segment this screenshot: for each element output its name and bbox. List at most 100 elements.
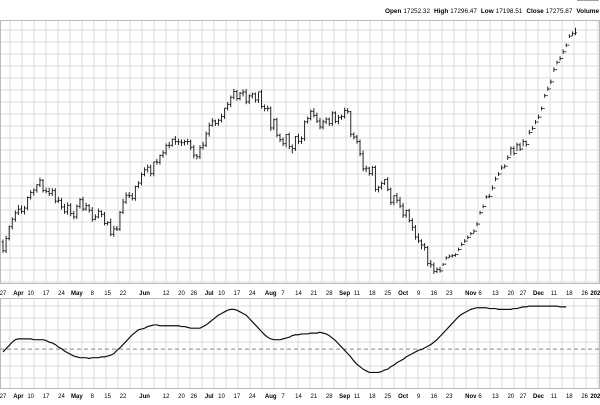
- ohlc-bar: [352, 132, 356, 140]
- x-tick-label: 20: [178, 394, 185, 400]
- ohlc-bar: [530, 126, 534, 133]
- x-tick-label: Sep: [339, 291, 350, 297]
- ohlc-bar: [500, 165, 503, 175]
- ohlc-bar: [420, 239, 423, 250]
- ohlc-bar: [78, 197, 82, 209]
- ohlc-bar: [257, 91, 260, 103]
- ohlc-bar: [340, 114, 343, 120]
- x-tick-label: 10: [27, 291, 34, 297]
- x-tick-label: 27: [520, 394, 527, 400]
- ohlc-header: Open 17252.32 High 17296.47 Low 17198.51 Close…: [385, 8, 599, 15]
- x-tick-label: 23: [446, 291, 453, 297]
- x-tick-label: 13: [492, 394, 499, 400]
- ohlc-bar: [374, 165, 377, 192]
- ohlc-bar: [466, 235, 470, 242]
- ohlc-bar: [66, 202, 70, 215]
- ohlc-bar: [183, 139, 186, 146]
- ohlc-bar: [454, 253, 457, 257]
- ohlc-bar: [41, 178, 45, 193]
- ohlc-bar: [140, 172, 143, 186]
- x-tick-label: Oct: [398, 291, 408, 297]
- ohlc-bar: [395, 192, 399, 204]
- x-tick-label: 10: [27, 394, 34, 400]
- ohlc-bar: [266, 105, 270, 112]
- ohlc-bar: [386, 177, 390, 192]
- x-tick-label: 20: [507, 394, 514, 400]
- ohlc-bar: [475, 222, 479, 232]
- ohlc-bar: [118, 211, 122, 231]
- ohlc-bar: [47, 187, 51, 197]
- ohlc-bar: [318, 117, 322, 130]
- ohlc-bar: [220, 113, 223, 123]
- ohlc-bar: [534, 119, 537, 129]
- ohlc-bar: [410, 218, 414, 231]
- ohlc-bar: [346, 108, 350, 114]
- ohlc-bar: [143, 167, 146, 177]
- ohlc-bar: [90, 207, 94, 222]
- ohlc-label: High: [434, 8, 448, 15]
- x-tick-label: 13: [492, 291, 499, 297]
- ohlc-bar: [192, 144, 196, 159]
- ohlc-bar: [389, 187, 393, 205]
- ohlc-bar: [300, 136, 303, 144]
- ohlc-bar: [72, 211, 76, 220]
- ohlc-bar: [521, 139, 525, 150]
- ohlc-bar: [38, 177, 42, 187]
- ohlc-bar: [435, 267, 439, 274]
- main-panel-frame: [0, 20, 600, 284]
- x-tick-label: 17: [43, 291, 50, 297]
- ohlc-bar: [155, 158, 159, 165]
- ohlc-bar: [552, 67, 556, 83]
- x-tick-label: 26: [190, 394, 197, 400]
- x-tick-label: 10: [218, 291, 225, 297]
- x-tick-label: 18: [369, 394, 376, 400]
- ohlc-bar: [463, 239, 467, 245]
- ohlc-bar: [284, 134, 288, 148]
- ohlc-bar: [512, 146, 516, 156]
- x-tick-label: 18: [369, 291, 376, 297]
- ohlc-bar: [170, 138, 174, 147]
- ohlc-bar: [478, 211, 482, 225]
- ohlc-bar: [355, 134, 359, 144]
- x-tick-label: 10: [218, 394, 225, 400]
- ohlc-bar: [204, 131, 208, 147]
- ohlc-bar: [60, 197, 63, 210]
- ohlc-bar: [481, 204, 485, 214]
- ohlc-bar: [189, 139, 193, 151]
- ohlc-bar: [457, 247, 460, 256]
- ohlc-bar: [115, 225, 119, 231]
- ohlc-bar: [44, 187, 48, 194]
- x-tick-label: 8: [91, 394, 95, 400]
- ohlc-bar: [272, 118, 276, 130]
- ohlc-bar: [213, 119, 217, 126]
- ohlc-bar: [290, 144, 294, 154]
- ohlc-bar: [109, 218, 113, 237]
- ohlc-bar: [241, 89, 245, 97]
- x-tick-label: 11: [354, 394, 361, 400]
- ohlc-bar: [303, 120, 307, 142]
- ohlc-bar: [10, 217, 14, 230]
- ohlc-bar: [506, 155, 510, 167]
- ohlc-bar: [518, 142, 522, 152]
- x-tick-label: Aug: [265, 291, 277, 297]
- x-tick-label: 11: [354, 291, 361, 297]
- x-tick-label: 12: [163, 291, 170, 297]
- x-tick-label: 26: [581, 394, 588, 400]
- x-tick-label: 24: [249, 394, 256, 400]
- ohlc-bar: [429, 260, 433, 268]
- ohlc-bar: [217, 118, 220, 126]
- x-tick-label: May: [71, 394, 83, 400]
- main-panel-grid: [0, 21, 600, 283]
- x-tick-label: 7: [281, 291, 285, 297]
- ohlc-bar: [324, 117, 328, 125]
- ohlc-bar: [447, 254, 451, 259]
- x-tick-label: 23: [446, 394, 453, 400]
- ohlc-value: 17296.47: [450, 8, 477, 15]
- x-tick-label: 12: [163, 394, 170, 400]
- x-tick-label: 17: [43, 394, 50, 400]
- ohlc-bar: [23, 205, 26, 215]
- ohlc-bar: [278, 133, 282, 143]
- ohlc-bar: [398, 196, 402, 209]
- ohlc-bar: [333, 111, 337, 124]
- ohlc-bar: [229, 95, 233, 108]
